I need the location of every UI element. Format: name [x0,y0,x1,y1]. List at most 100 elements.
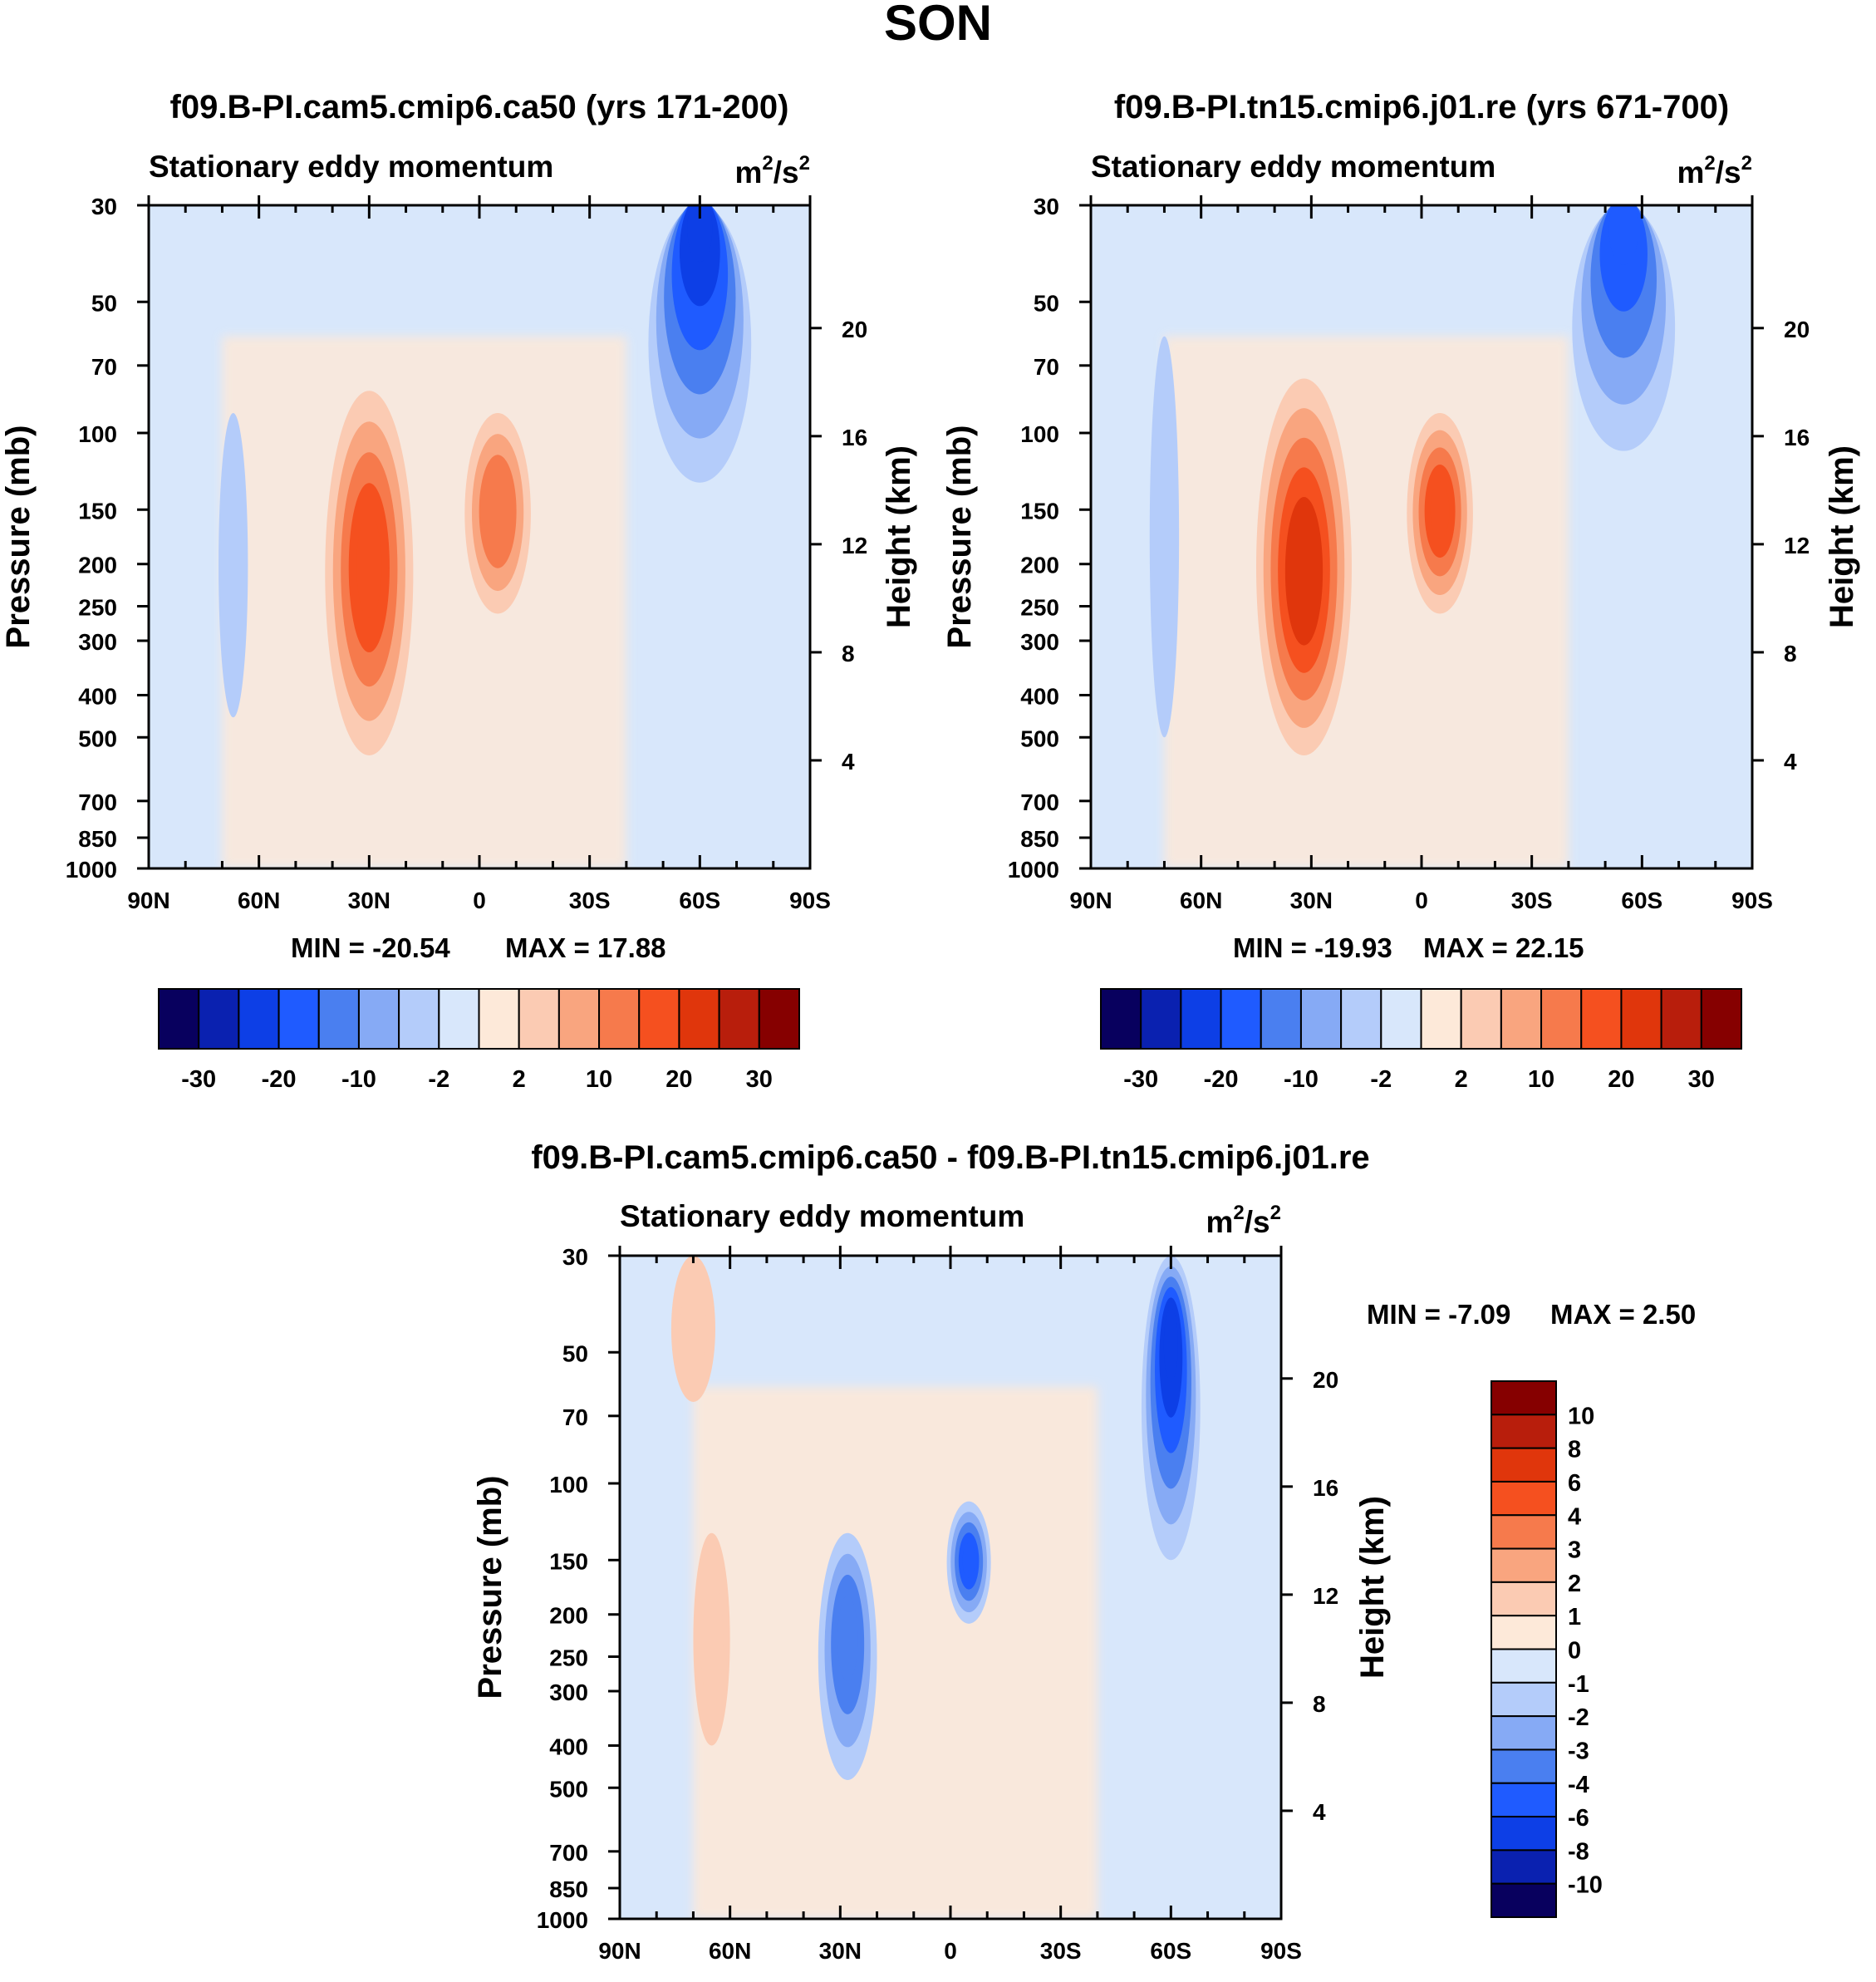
height-tick-label: 8 [1784,641,1797,666]
contour-region [700,1574,724,1706]
colorbar-label: -10 [1284,1066,1319,1093]
colorbar-box [1490,1514,1557,1550]
colorbar-box [1490,1648,1557,1684]
y-tick-label: 500 [549,1776,588,1802]
left-string: Stationary eddy momentum [1091,150,1495,184]
units-label: m2/s2 [1206,1202,1281,1239]
axis-ticks [1079,195,1764,870]
colorbar-label: 3 [1568,1537,1581,1564]
x-tick-label: 30S [569,888,611,913]
height-tick-label: 16 [1784,425,1810,450]
colorbar-label: 2 [1455,1066,1468,1093]
y-tick-label: 150 [549,1548,588,1574]
y-axis-label: Pressure (mb) [941,425,978,649]
colorbar-box [1380,988,1422,1050]
colorbar-label: -30 [181,1066,216,1093]
contour-region [486,475,509,546]
min-label: MIN = -20.54 [291,932,450,963]
colorbar-box [438,988,480,1050]
x-tick-label: 30N [819,1938,862,1964]
y-tick-label: 100 [78,421,117,447]
panel-right: f09.B-PI.tn15.cmip6.j01.re (yrs 671-700)… [941,89,1860,1093]
y-tick-labels: 30 50 70 100 150 200 250 300 400 500 700 850 1000 [66,194,117,883]
colorbar-box [598,988,641,1050]
contour-region [680,1285,707,1376]
field-band [1164,336,1569,868]
height-tick-labels: 20 16 12 8 4 [1784,317,1810,775]
y-tick-labels: 30 50 70 100 150 200 250 300 400 500 700 850 1000 [537,1244,588,1933]
height-tick-label: 20 [1784,317,1810,342]
colorbar-box [1490,1882,1557,1918]
colorbar-box [198,988,240,1050]
colorbar-box [398,988,440,1050]
colorbar-box [1700,988,1742,1050]
colorbar-box [1490,1715,1557,1751]
x-tick-label: 60N [709,1938,751,1964]
colorbar-label: 20 [1608,1066,1634,1093]
max-label: MAX = 22.15 [1423,932,1584,963]
height-tick-label: 20 [1313,1367,1338,1393]
y-tick-label: 250 [78,595,117,621]
y-axis-label-right: Height (km) [881,445,917,628]
colorbar-box [1260,988,1302,1050]
y-tick-label: 500 [78,725,117,751]
max-label: MAX = 2.50 [1550,1299,1696,1330]
x-tick-label: 90S [1260,1938,1302,1964]
x-tick-label: 60S [1150,1938,1191,1964]
colorbar-box [1460,988,1502,1050]
x-tick-label: 30N [1290,888,1333,913]
colorbar-label: -20 [1204,1066,1239,1093]
y-tick-label: 300 [78,629,117,655]
panel-left: f09.B-PI.cam5.cmip6.ca50 (yrs 171-200) S… [0,89,917,1093]
x-tick-labels: 90N 60N 30N 0 30S 60S 90S [1069,888,1773,913]
height-tick-label: 12 [1313,1583,1338,1609]
colorbar-label: -4 [1568,1772,1589,1798]
colorbar-box [557,988,601,1050]
colorbar-box [357,988,400,1050]
colorbar-box [1420,988,1462,1050]
x-tick-label: 0 [944,1938,957,1964]
colorbar-label: 2 [1568,1571,1581,1597]
y-tick-label: 700 [1020,789,1059,815]
height-tick-label: 12 [842,533,867,558]
y-tick-label: 150 [1020,498,1059,524]
x-tick-label: 90N [127,888,169,913]
colorbar-box [1490,1447,1557,1483]
x-tick-label: 60S [679,888,720,913]
y-tick-label: 70 [1034,354,1059,380]
colorbar-box [317,988,360,1050]
colorbar-label: 30 [1688,1066,1715,1093]
y-tick-label: 30 [562,1244,588,1270]
colorbar-box [638,988,680,1050]
colorbar-label: 10 [586,1066,612,1093]
contour-region [962,1542,975,1578]
y-tick-label: 50 [91,290,117,316]
left-string: Stationary eddy momentum [149,150,553,184]
y-tick-label: 400 [78,683,117,709]
y-tick-label: 70 [562,1404,588,1430]
contour-region [837,1595,858,1682]
colorbar-label: 1 [1568,1604,1581,1630]
height-tick-label: 8 [1313,1691,1326,1717]
y-tick-label: 300 [549,1680,588,1705]
colorbar-box [718,988,760,1050]
colorbar-box [1490,1681,1557,1718]
colorbar-box [238,988,280,1050]
axis-ticks [608,1246,1293,1921]
colorbar-box [1220,988,1262,1050]
axis-ticks [137,195,822,870]
x-tick-label: 30N [348,888,390,913]
contour-field [149,205,810,868]
x-tick-label: 90N [1069,888,1112,913]
colorbar-label: 2 [513,1066,526,1093]
x-tick-labels: 90N 60N 30N 0 30S 60S 90S [127,888,831,913]
colorbar-label: -8 [1568,1838,1589,1865]
x-tick-label: 30S [1040,1938,1082,1964]
colorbar-box [1660,988,1702,1050]
colorbar-label: -2 [1370,1066,1392,1093]
contour-field [1091,205,1752,868]
colorbar-box [1490,1547,1557,1583]
colorbar-label: -2 [1568,1704,1589,1731]
y-axis-label-right: Height (km) [1354,1496,1391,1679]
